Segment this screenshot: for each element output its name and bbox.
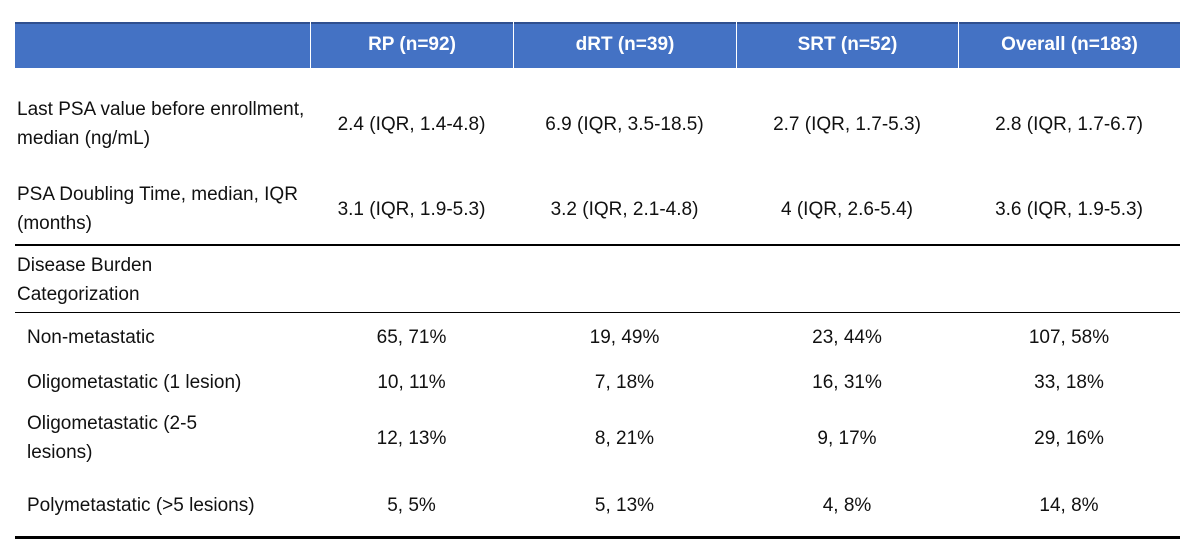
- table-cell: 10, 11%: [377, 371, 446, 393]
- table-cell: 23, 44%: [812, 326, 882, 348]
- table-cell: 5, 13%: [594, 494, 655, 516]
- row-label: Polymetastatic (>5 lesions): [27, 494, 255, 516]
- row-label: Non-metastatic: [27, 326, 155, 348]
- column-header: dRT (n=39): [513, 22, 736, 68]
- table-cell: 4 (IQR, 2.6-5.4): [781, 198, 913, 220]
- table-cell: 16, 31%: [812, 371, 882, 393]
- table-cell: 3.6 (IQR, 1.9-5.3): [995, 198, 1143, 220]
- column-header: RP (n=92): [310, 22, 513, 68]
- table-cell: 33, 18%: [1034, 371, 1104, 393]
- table-cell: 12, 13%: [376, 427, 447, 449]
- table-cell: 107, 58%: [1028, 326, 1110, 348]
- rule: [15, 536, 1180, 539]
- column-header: Overall (n=183): [958, 22, 1180, 68]
- table-cell: 14, 8%: [1039, 494, 1099, 516]
- table-cell: 3.1 (IQR, 1.9-5.3): [337, 198, 486, 220]
- row-label: PSA Doubling Time, median, IQR (months): [17, 184, 298, 234]
- rule: [15, 244, 1180, 246]
- rule: [15, 312, 1180, 313]
- table-cell: 4, 8%: [822, 494, 872, 516]
- column-header: SRT (n=52): [736, 22, 958, 68]
- table-cell: 2.8 (IQR, 1.7-6.7): [995, 113, 1143, 135]
- table-cell: 19, 49%: [589, 326, 660, 348]
- table-cell: 8, 21%: [594, 427, 655, 449]
- table-cell: 2.7 (IQR, 1.7-5.3): [773, 113, 921, 135]
- table-cell: 9, 17%: [817, 427, 877, 449]
- row-label: Last PSA value before enrollment, median…: [17, 99, 305, 149]
- table-cell: 2.4 (IQR, 1.4-4.8): [337, 113, 486, 135]
- table-cell: 3.2 (IQR, 2.1-4.8): [550, 198, 699, 220]
- row-label: Oligometastatic (1 lesion): [27, 371, 242, 393]
- table-cell: 65, 71%: [376, 326, 447, 348]
- row-label: Oligometastatic (2-5 lesions): [27, 413, 198, 463]
- table-cell: 7, 18%: [594, 371, 655, 393]
- table-cell: 29, 16%: [1034, 427, 1104, 449]
- table-cell: 5, 5%: [387, 494, 436, 516]
- header-band: [15, 22, 1180, 68]
- table-cell: 6.9 (IQR, 3.5-18.5): [545, 113, 704, 135]
- row-label: Disease Burden Categorization: [17, 255, 153, 305]
